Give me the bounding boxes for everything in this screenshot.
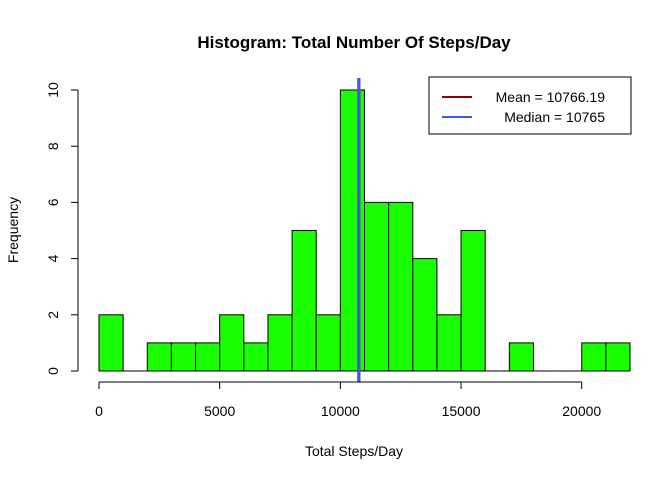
x-axis: 0 5000 10000 15000 20000 <box>95 381 601 419</box>
histogram-bar <box>219 314 245 372</box>
x-tick-label: 20000 <box>562 403 601 419</box>
histogram-bar <box>315 314 341 372</box>
histogram-bar <box>605 342 631 372</box>
x-tick-label: 15000 <box>442 403 481 419</box>
x-axis-label: Total Steps/Day <box>305 443 403 459</box>
histogram-bar <box>581 342 607 372</box>
y-tick-label: 10 <box>45 82 61 98</box>
histogram-bar <box>267 314 293 372</box>
y-tick-label: 6 <box>45 198 61 206</box>
histogram-bar <box>291 230 317 372</box>
histogram-bar <box>339 89 366 372</box>
bars-layer <box>98 89 631 372</box>
histogram-bar <box>460 230 486 372</box>
histogram-bar <box>412 258 438 372</box>
x-tick-label: 0 <box>95 403 103 419</box>
histogram-bar <box>364 201 390 372</box>
histogram-bar <box>388 201 414 372</box>
x-tick-label: 5000 <box>204 403 235 419</box>
y-tick-label: 0 <box>45 367 61 375</box>
histogram-bar <box>436 314 462 372</box>
histogram-bar <box>146 342 172 372</box>
y-tick-label: 4 <box>45 254 61 262</box>
y-tick-label: 2 <box>45 311 61 319</box>
y-tick-label: 8 <box>45 142 61 150</box>
histogram-bar <box>243 342 269 372</box>
legend-label: Mean = 10766.19 <box>496 89 606 105</box>
y-axis-label: Frequency <box>5 197 21 263</box>
y-axis: 0 2 4 6 8 10 <box>45 82 79 375</box>
histogram-bar <box>170 342 197 372</box>
histogram-bar <box>195 342 221 372</box>
legend: Mean = 10766.19 Median = 10765 <box>428 76 632 135</box>
x-tick-label: 10000 <box>321 403 360 419</box>
legend-box <box>428 76 632 135</box>
chart-title: Histogram: Total Number Of Steps/Day <box>197 33 511 52</box>
histogram-bar <box>508 342 534 372</box>
legend-label: Median = 10765 <box>504 109 605 125</box>
histogram-bar <box>98 314 124 372</box>
